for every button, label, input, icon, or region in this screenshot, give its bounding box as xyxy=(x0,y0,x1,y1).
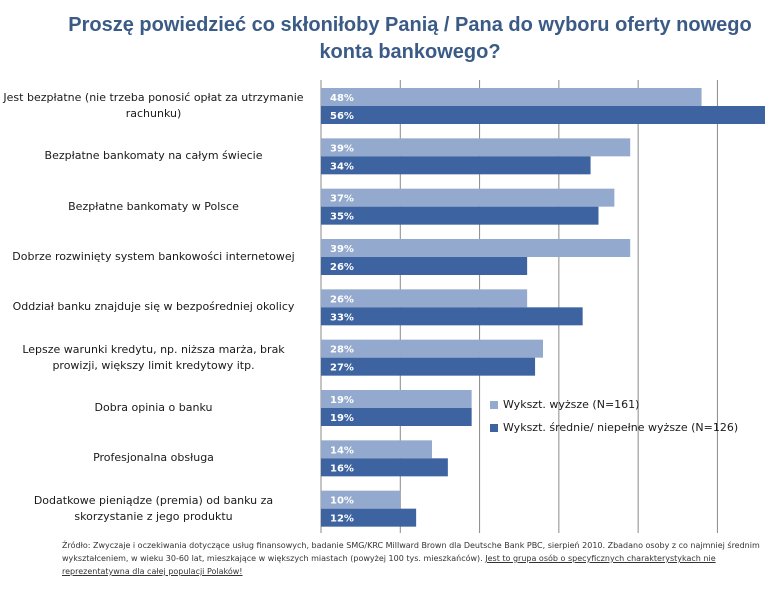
bar-s2-2 xyxy=(321,156,591,175)
data-label-s2-8: 16% xyxy=(330,463,354,474)
data-label-s2-6: 27% xyxy=(330,363,354,374)
legend-swatch-series-1 xyxy=(490,400,498,409)
category-label: Dobrze rozwinięty system bankowości inte… xyxy=(12,250,295,263)
category-label: Bezpłatne bankomaty na całym świecie xyxy=(44,149,263,163)
data-label-s1-5: 26% xyxy=(330,294,354,305)
data-label-s2-7: 19% xyxy=(330,413,354,424)
data-label-s1-8: 14% xyxy=(330,445,354,456)
data-label-s2-3: 35% xyxy=(330,212,354,223)
bar-s1-6 xyxy=(321,339,543,358)
data-label-s2-4: 26% xyxy=(330,262,354,273)
category-label: Dobra opinia o banku xyxy=(94,401,213,414)
bar-s2-8 xyxy=(321,458,448,477)
data-label-s1-3: 37% xyxy=(330,194,354,205)
bar-s2-7 xyxy=(321,408,472,426)
data-label-s1-4: 39% xyxy=(330,244,354,255)
category-label: Jest bezpłatne (nie trzeba ponosić opłat… xyxy=(3,91,304,120)
data-label-s1-7: 19% xyxy=(330,395,354,406)
legend-label-series-1: Wykszt. wyższe (N=161) xyxy=(503,398,640,411)
category-label: Profesjonalna obsługa xyxy=(93,451,214,465)
bar-s1-3 xyxy=(321,188,615,207)
data-label-s1-6: 28% xyxy=(330,345,354,356)
bar-s2-1 xyxy=(321,106,765,124)
category-label: Bezpłatne bankomaty w Polsce xyxy=(68,199,239,213)
category-label: Oddział banku znajduje się w bezpośredni… xyxy=(12,300,295,314)
bar-s2-9 xyxy=(321,508,417,527)
data-label-s2-9: 12% xyxy=(330,514,354,525)
bar-s1-2 xyxy=(321,138,631,157)
bar-s1-7 xyxy=(321,390,472,408)
data-label-s1-1: 48% xyxy=(330,93,354,104)
legend-item-series-2: Wykszt. średnie/ niepełne wyższe (N=126) xyxy=(490,421,738,434)
legend-label-series-2: Wykszt. średnie/ niepełne wyższe (N=126) xyxy=(503,421,739,434)
data-label-s2-1: 56% xyxy=(330,111,354,122)
bar-s1-1 xyxy=(321,88,702,106)
bar-s2-6 xyxy=(321,357,536,376)
bar-s1-8 xyxy=(321,440,432,459)
data-label-s2-2: 34% xyxy=(330,161,354,172)
bar-s1-4 xyxy=(321,239,631,257)
data-label-s1-9: 10% xyxy=(330,496,354,507)
bar-s2-4 xyxy=(321,257,528,275)
bar-s2-3 xyxy=(321,206,599,225)
chart-title: Proszę powiedzieć co skłoniłoby Panią / … xyxy=(68,14,752,63)
category-label: Dodatkowe pieniądze (premia) od banku za… xyxy=(33,493,274,523)
bar-s1-9 xyxy=(321,490,401,509)
category-label: Lepsze warunki kredytu, np. niższa marża… xyxy=(22,342,285,372)
data-label-s1-2: 39% xyxy=(330,143,354,154)
bar-s1-5 xyxy=(321,289,528,308)
source-note: Źródło: Zwyczaje i oczekiwania dotyczące… xyxy=(62,539,776,578)
data-label-s2-5: 33% xyxy=(330,312,354,323)
source-note-text: Źródło: Zwyczaje i oczekiwania dotyczące… xyxy=(62,541,760,563)
legend-swatch-series-2 xyxy=(490,423,498,432)
bar-s2-5 xyxy=(321,307,583,326)
source-note-disclaimer: Jest to grupa osób o specyficznych chara… xyxy=(62,554,716,576)
legend-item-series-1: Wykszt. wyższe (N=161) xyxy=(490,398,639,411)
